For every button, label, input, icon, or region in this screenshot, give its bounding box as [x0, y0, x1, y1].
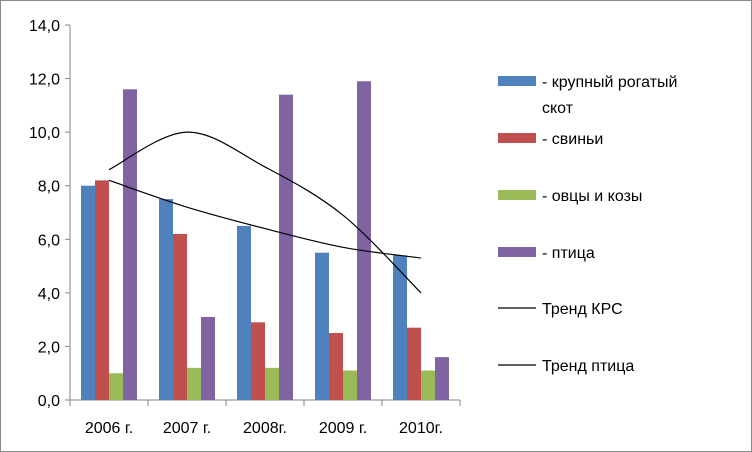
x-tick-label: 2008г. — [243, 420, 287, 437]
y-tick-label: 12,0 — [29, 72, 60, 89]
y-tick-label: 6,0 — [38, 232, 60, 249]
legend-label: - птица — [542, 245, 595, 262]
bar — [251, 322, 265, 400]
bar — [237, 225, 251, 400]
bar — [159, 199, 173, 400]
legend-label: - овцы и козы — [542, 188, 642, 205]
bar — [109, 373, 123, 400]
legend-swatch — [498, 247, 536, 257]
y-tick-label: 8,0 — [38, 179, 60, 196]
bar — [421, 370, 435, 400]
trendline — [108, 179, 422, 259]
legend-label: Тренд птица — [542, 358, 634, 375]
bar — [187, 367, 201, 400]
bar — [357, 81, 371, 400]
bar — [279, 94, 293, 401]
legend-label: Тренд КРС — [542, 301, 623, 318]
x-tick-label: 2006 г. — [85, 420, 133, 437]
legend-label: - свиньи — [542, 131, 603, 148]
trendline — [108, 131, 422, 294]
bar — [343, 370, 357, 400]
legend-label: - крупный рогатый скот — [542, 74, 677, 117]
bar — [407, 327, 421, 400]
bar — [81, 185, 95, 400]
x-tick-label: 2010г. — [399, 420, 443, 437]
y-tick-label: 2,0 — [38, 339, 60, 356]
x-tick-label: 2009 г. — [319, 420, 367, 437]
bar — [201, 316, 215, 400]
legend-swatch — [498, 190, 536, 200]
y-tick-label: 10,0 — [29, 125, 60, 142]
y-tick-label: 0,0 — [38, 393, 60, 410]
bar — [123, 89, 137, 401]
bar — [329, 333, 343, 400]
bar — [95, 180, 109, 400]
bar — [393, 255, 407, 400]
bar — [265, 367, 279, 400]
bar — [435, 357, 449, 400]
y-tick-label: 4,0 — [38, 286, 60, 303]
bar — [315, 252, 329, 400]
x-tick-label: 2007 г. — [163, 420, 211, 437]
legend-swatch — [498, 133, 536, 143]
bar — [173, 233, 187, 400]
y-tick-label: 14,0 — [29, 18, 60, 35]
legend-swatch — [498, 76, 536, 86]
